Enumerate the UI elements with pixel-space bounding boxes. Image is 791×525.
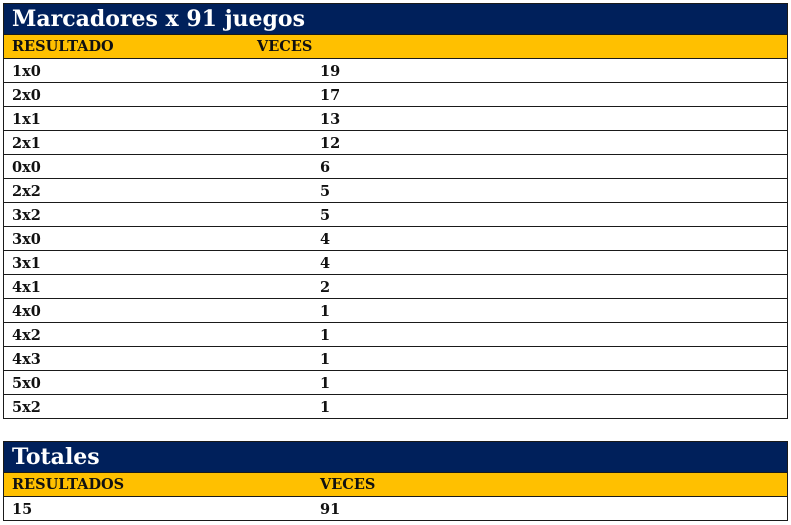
table-row: 3x2 5 [4,202,787,226]
cell-result: 2x1 [12,135,41,152]
table-row: 2x1 12 [4,130,787,154]
cell-result: 4x2 [12,327,41,344]
cell-result: 3x0 [12,231,41,248]
cell-count: 19 [320,63,341,80]
header-veces: VECES [257,38,313,55]
table-row: 5x0 1 [4,370,787,394]
cell-count: 4 [320,255,331,272]
cell-count: 2 [320,279,331,296]
cell-count: 1 [320,303,331,320]
cell-result: 4x1 [12,279,41,296]
table-row: 4x0 1 [4,298,787,322]
cell-count: 1 [320,399,331,416]
cell-result: 1x1 [12,111,41,128]
cell-result: 2x0 [12,87,41,104]
table-row: 5x2 1 [4,394,787,418]
table-row: 4x1 2 [4,274,787,298]
cell-result: 5x0 [12,375,41,392]
cell-count: 5 [320,183,331,200]
table-row: 2x2 5 [4,178,787,202]
totals-table-header: RESULTADOS VECES [4,472,787,496]
scores-table: Marcadores x 91 juegos RESULTADO VECES 1… [3,3,788,419]
cell-count: 91 [320,501,341,518]
cell-count: 1 [320,327,331,344]
cell-result: 5x2 [12,399,41,416]
table-row: 3x0 4 [4,226,787,250]
cell-result: 15 [12,501,33,518]
header-resultados: RESULTADOS [12,476,125,493]
cell-result: 1x0 [12,63,41,80]
table-row: 1x1 13 [4,106,787,130]
cell-count: 12 [320,135,341,152]
scores-table-body: 1x0 19 2x0 17 1x1 13 2x1 12 0x0 6 2x2 5 3x2 5 3x0 4 3x1 4… [4,58,787,418]
cell-count: 17 [320,87,341,104]
scores-table-title: Marcadores x 91 juegos [4,4,787,34]
cell-result: 3x1 [12,255,41,272]
totals-table-body: 15 91 [4,496,787,520]
header-veces: VECES [320,476,376,493]
totals-table: Totales RESULTADOS VECES 15 91 [3,441,788,521]
table-row: 4x2 1 [4,322,787,346]
cell-result: 4x3 [12,351,41,368]
table-row: 0x0 6 [4,154,787,178]
cell-count: 13 [320,111,341,128]
table-row: 3x1 4 [4,250,787,274]
cell-count: 6 [320,159,331,176]
cell-result: 4x0 [12,303,41,320]
table-row: 4x3 1 [4,346,787,370]
totals-table-title: Totales [4,442,787,472]
cell-result: 3x2 [12,207,41,224]
table-row: 15 91 [4,496,787,520]
cell-count: 4 [320,231,331,248]
table-row: 2x0 17 [4,82,787,106]
cell-count: 1 [320,351,331,368]
scores-table-header: RESULTADO VECES [4,34,787,58]
table-row: 1x0 19 [4,58,787,82]
header-resultado: RESULTADO [12,38,114,55]
cell-result: 2x2 [12,183,41,200]
cell-result: 0x0 [12,159,41,176]
cell-count: 1 [320,375,331,392]
cell-count: 5 [320,207,331,224]
